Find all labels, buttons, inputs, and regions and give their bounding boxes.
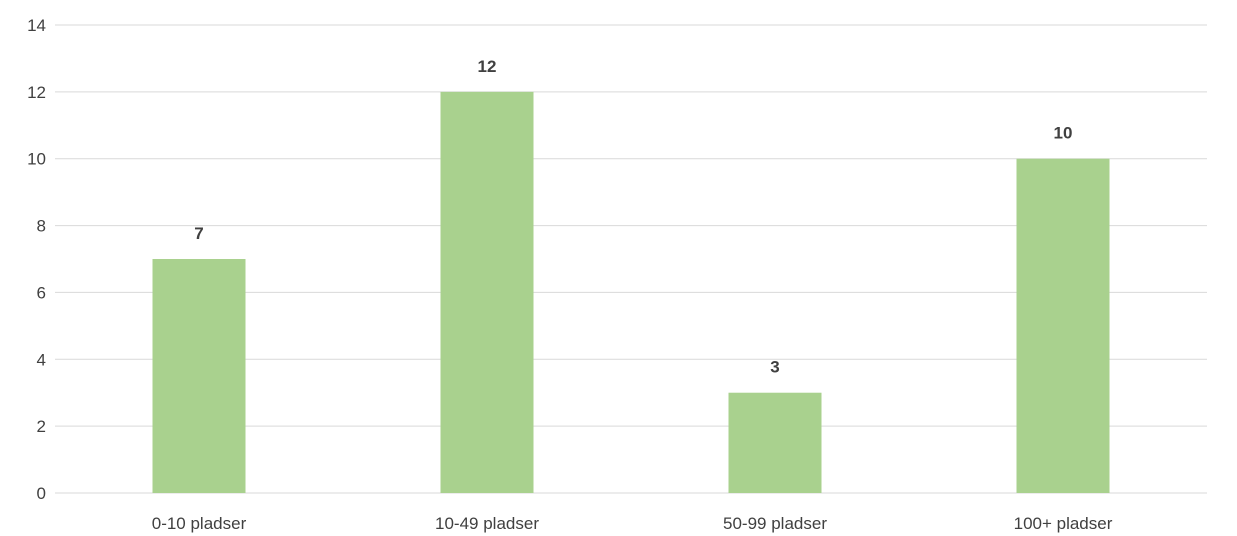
y-tick-label: 4 — [37, 350, 46, 369]
x-category-label: 0-10 pladser — [152, 514, 247, 533]
y-axis-ticks: 0 2 4 6 8 10 12 14 — [27, 16, 46, 503]
bar — [152, 259, 246, 493]
bar — [728, 392, 822, 493]
y-tick-label: 12 — [27, 83, 46, 102]
data-label: 10 — [1054, 124, 1073, 143]
y-tick-label: 8 — [37, 217, 46, 236]
bars — [152, 91, 1110, 493]
x-category-label: 10-49 pladser — [435, 514, 539, 533]
x-category-label: 100+ pladser — [1014, 514, 1113, 533]
x-category-label: 50-99 pladser — [723, 514, 827, 533]
y-tick-label: 14 — [27, 16, 46, 35]
y-tick-label: 6 — [37, 283, 46, 302]
y-tick-label: 2 — [37, 417, 46, 436]
y-tick-label: 0 — [37, 484, 46, 503]
data-label: 12 — [478, 57, 497, 76]
gridlines — [55, 24, 1207, 494]
y-tick-label: 10 — [27, 150, 46, 169]
data-label: 3 — [770, 358, 779, 377]
data-label: 7 — [194, 224, 203, 243]
data-labels: 7 12 3 10 — [194, 57, 1072, 377]
bar — [440, 91, 534, 493]
bar — [1016, 158, 1110, 493]
x-axis-categories: 0-10 pladser 10-49 pladser 50-99 pladser 10… — [152, 514, 1113, 533]
